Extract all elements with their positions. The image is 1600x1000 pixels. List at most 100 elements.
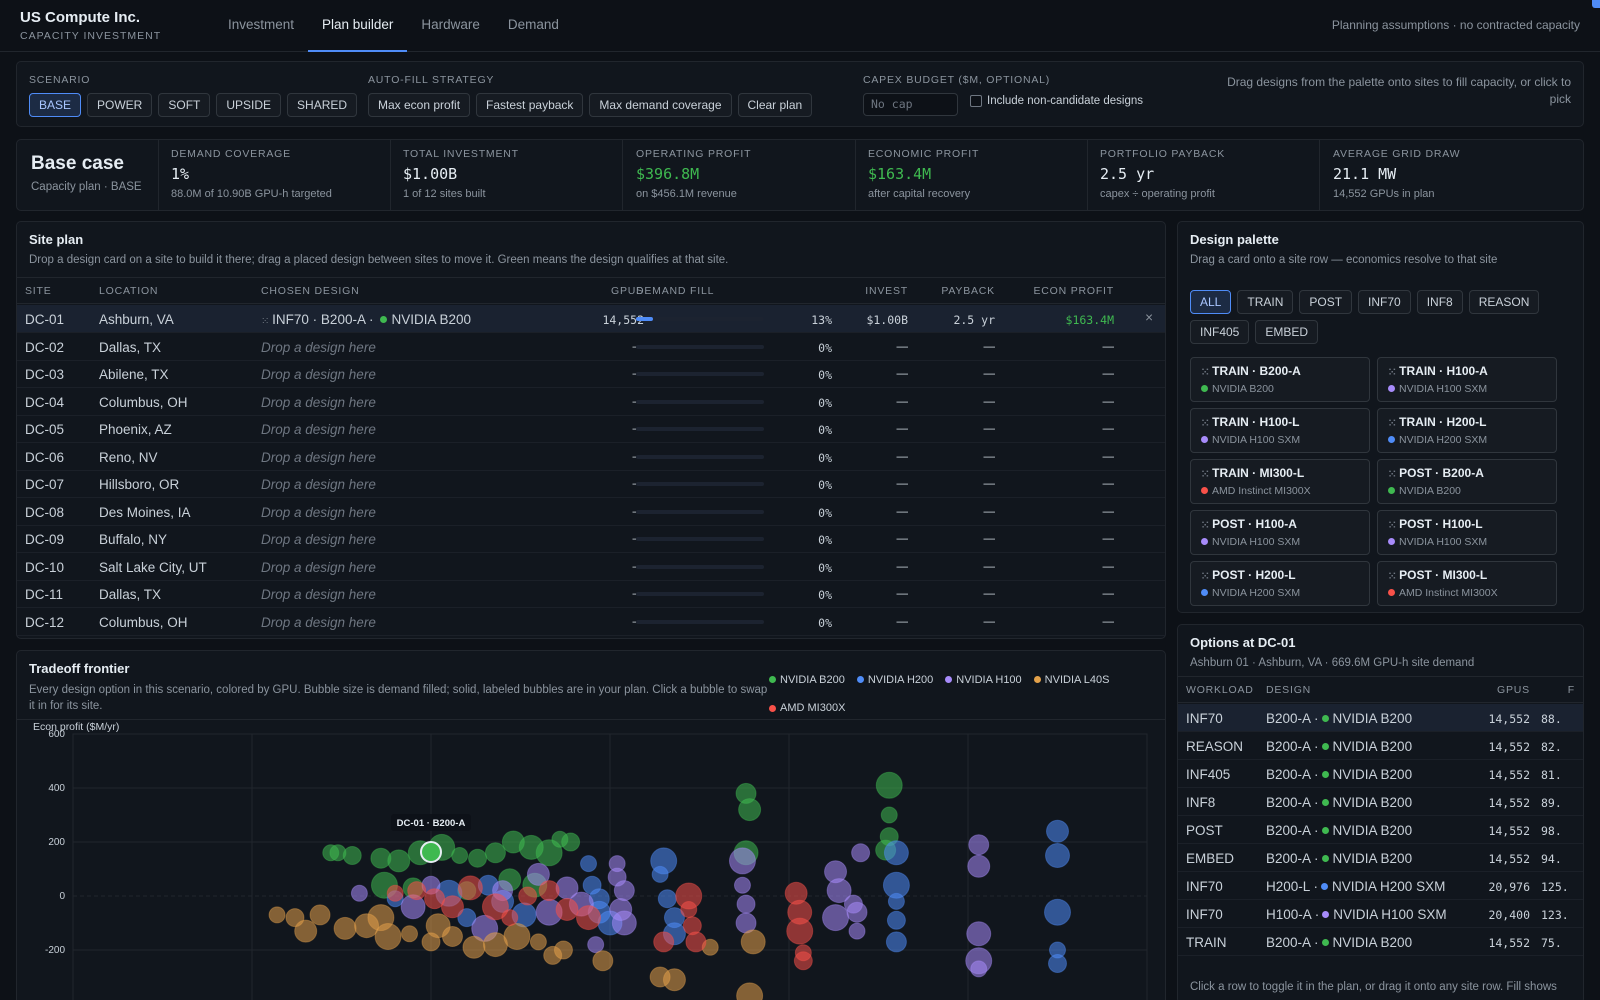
scenario-power-button[interactable]: POWER xyxy=(87,93,153,117)
design-card[interactable]: ⁙ POST · MI300-L AMD Instinct MI300X xyxy=(1377,561,1557,606)
bubble[interactable] xyxy=(268,906,286,924)
option-row[interactable]: POST B200-A · NVIDIA B200 14,552 98. xyxy=(1178,816,1583,844)
site-row-dc-10[interactable]: DC-10 Salt Lake City, UT Drop a design her… xyxy=(17,553,1165,581)
bubble[interactable] xyxy=(611,910,637,936)
max-demand-coverage-button[interactable]: Max demand coverage xyxy=(589,93,732,117)
bubble[interactable] xyxy=(1044,898,1071,926)
bubble[interactable] xyxy=(887,892,905,910)
bubble[interactable] xyxy=(529,933,547,951)
checkbox-box[interactable] xyxy=(970,95,982,107)
bubble[interactable] xyxy=(846,901,868,923)
plan-bubble[interactable] xyxy=(420,840,442,863)
drag-handle-icon[interactable]: ⁙ xyxy=(1388,571,1400,582)
drag-handle-icon[interactable]: ⁙ xyxy=(1388,469,1400,480)
bubble[interactable] xyxy=(880,806,898,824)
bubble[interactable] xyxy=(342,846,362,865)
drop-zone[interactable]: Drop a design here xyxy=(261,504,376,520)
bubble[interactable] xyxy=(968,834,990,856)
filter-inf70[interactable]: INF70 xyxy=(1358,290,1411,314)
bubble[interactable] xyxy=(367,904,395,932)
bubble[interactable] xyxy=(535,839,563,867)
bubble[interactable] xyxy=(653,931,675,953)
bubble[interactable] xyxy=(848,922,866,940)
option-row[interactable]: INF70 B200-A · NVIDIA B200 14,552 88. xyxy=(1178,704,1583,732)
bubble[interactable] xyxy=(662,968,686,992)
drag-handle-icon[interactable]: ⁙ xyxy=(1201,418,1213,429)
drag-handle-icon[interactable]: ⁙ xyxy=(1201,367,1213,378)
noncandidate-checkbox[interactable]: Include non-candidate designs xyxy=(970,95,1143,107)
bubble[interactable] xyxy=(484,842,506,864)
option-row[interactable]: INF70 H100-A · NVIDIA H100 SXM 20,400 123. xyxy=(1178,900,1583,928)
filter-inf8[interactable]: INF8 xyxy=(1416,290,1463,314)
drag-handle-icon[interactable]: ⁙ xyxy=(261,316,273,327)
scenario-soft-button[interactable]: SOFT xyxy=(158,93,211,117)
drop-zone[interactable]: Drop a design here xyxy=(261,587,376,602)
bubble[interactable] xyxy=(576,905,602,931)
tab-investment[interactable]: Investment xyxy=(228,17,295,32)
option-row[interactable]: INF8 B200-A · NVIDIA B200 14,552 89. xyxy=(1178,788,1583,816)
tab-plan-builder[interactable]: Plan builder xyxy=(308,0,408,52)
bubble[interactable] xyxy=(543,945,563,965)
tab-hardware[interactable]: Hardware xyxy=(421,17,480,32)
bubble[interactable] xyxy=(457,875,483,901)
bubble[interactable] xyxy=(468,848,488,868)
bubble[interactable] xyxy=(1045,843,1070,868)
design-card[interactable]: ⁙ POST · H200-L NVIDIA H200 SXM xyxy=(1190,561,1370,606)
bubble[interactable] xyxy=(728,847,756,875)
bubble[interactable] xyxy=(386,884,404,902)
bubble[interactable] xyxy=(503,923,531,950)
bubble[interactable] xyxy=(407,881,427,901)
bubble[interactable] xyxy=(457,908,477,928)
bubble[interactable] xyxy=(680,901,698,918)
bubble[interactable] xyxy=(322,844,340,862)
design-card[interactable]: ⁙ TRAIN · H100-L NVIDIA H100 SXM xyxy=(1190,408,1370,453)
filter-embed[interactable]: EMBED xyxy=(1255,320,1319,344)
bubble[interactable] xyxy=(970,960,988,978)
bubble[interactable] xyxy=(387,849,411,873)
bubble[interactable] xyxy=(592,950,614,972)
drag-handle-icon[interactable]: ⁙ xyxy=(1201,520,1213,531)
drop-zone[interactable]: Drop a design here xyxy=(261,394,376,410)
bubble[interactable] xyxy=(333,916,357,940)
bubble[interactable] xyxy=(1048,954,1067,973)
option-row[interactable]: TRAIN B200-A · NVIDIA B200 14,552 75. xyxy=(1178,928,1583,956)
bubble[interactable] xyxy=(886,910,906,930)
bubble[interactable] xyxy=(424,888,446,910)
design-card[interactable]: ⁙ POST · H100-A NVIDIA H100 SXM xyxy=(1190,510,1370,555)
drag-handle-icon[interactable]: ⁙ xyxy=(1201,469,1213,480)
bubble[interactable] xyxy=(793,951,813,971)
drop-zone[interactable]: Drop a design here xyxy=(261,339,376,355)
filter-all[interactable]: ALL xyxy=(1190,290,1232,314)
drop-zone[interactable]: Drop a design here xyxy=(261,422,376,437)
bubble[interactable] xyxy=(481,893,509,921)
option-row[interactable]: REASON B200-A · NVIDIA B200 14,552 82. xyxy=(1178,732,1583,760)
drop-zone[interactable]: Drop a design here xyxy=(261,532,376,547)
filter-reason[interactable]: REASON xyxy=(1468,290,1540,314)
design-card[interactable]: ⁙ POST · H100-L NVIDIA H100 SXM xyxy=(1377,510,1557,555)
bubble[interactable] xyxy=(613,880,635,902)
bubble[interactable] xyxy=(538,880,560,902)
bubble[interactable] xyxy=(851,843,871,863)
bubble[interactable] xyxy=(657,889,677,909)
site-row-dc-01[interactable]: DC-01 Ashburn, VA ⁙ INF70 · B200-A · NVIDIA… xyxy=(17,305,1165,333)
bubble[interactable] xyxy=(685,931,707,953)
bubble[interactable] xyxy=(561,832,581,852)
bubble[interactable] xyxy=(294,919,318,943)
design-card[interactable]: ⁙ POST · B200-A NVIDIA B200 xyxy=(1377,459,1557,504)
fastest-payback-button[interactable]: Fastest payback xyxy=(476,93,584,117)
drop-zone[interactable]: Drop a design here xyxy=(261,367,376,382)
chosen-design[interactable]: ⁙ INF70 · B200-A · NVIDIA B200 xyxy=(261,312,471,327)
bubble[interactable] xyxy=(826,878,852,904)
drop-zone[interactable]: Drop a design here xyxy=(261,559,376,575)
bubble[interactable] xyxy=(733,876,751,894)
bubble[interactable] xyxy=(738,798,762,822)
bubble[interactable] xyxy=(966,921,992,947)
drag-handle-icon[interactable]: ⁙ xyxy=(1388,520,1400,531)
scenario-shared-button[interactable]: SHARED xyxy=(287,93,358,117)
